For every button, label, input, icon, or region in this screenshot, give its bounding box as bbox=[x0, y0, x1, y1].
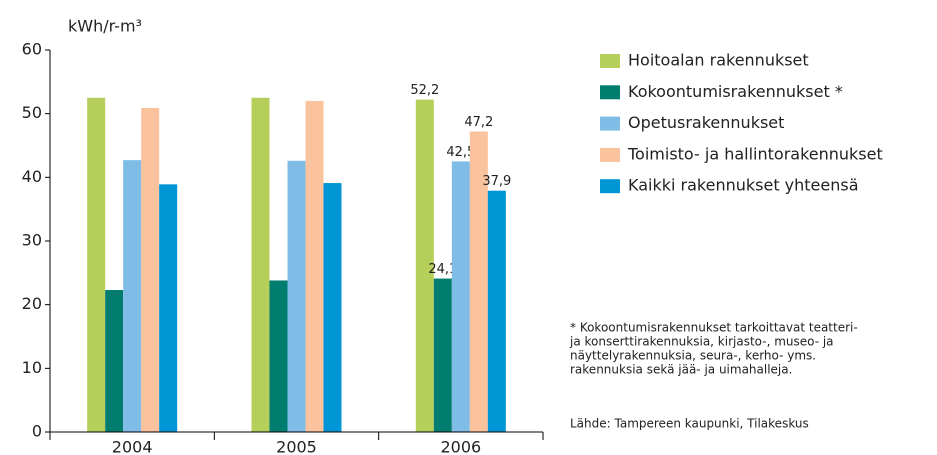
footnote: ja konserttirakennuksia, kirjasto-, muse… bbox=[569, 335, 834, 349]
bar bbox=[251, 97, 270, 432]
legend-swatch bbox=[600, 116, 620, 131]
y-tick-label: 40 bbox=[22, 167, 42, 186]
y-tick-label: 30 bbox=[22, 231, 42, 250]
legend-label: Kaikki rakennukset yhteensä bbox=[628, 176, 859, 195]
y-axis-label: kWh/r-m³ bbox=[68, 17, 142, 36]
legend-label: Toimisto- ja hallintorakennukset bbox=[627, 144, 883, 163]
bar bbox=[123, 160, 142, 433]
source: Lähde: Tampereen kaupunki, Tilakeskus bbox=[570, 417, 809, 431]
bar bbox=[159, 184, 178, 432]
data-label: 24,1 bbox=[428, 262, 457, 277]
x-tick-label: 2005 bbox=[276, 438, 317, 455]
legend-swatch bbox=[600, 54, 620, 68]
legend-swatch bbox=[600, 147, 620, 162]
y-tick-label: 50 bbox=[22, 103, 42, 122]
legend-label: Hoitoalan rakennukset bbox=[628, 51, 809, 70]
y-tick-label: 10 bbox=[22, 358, 42, 377]
bar bbox=[141, 107, 160, 432]
data-label: 47,2 bbox=[464, 115, 493, 130]
bar bbox=[433, 278, 452, 432]
data-label: 52,2 bbox=[410, 83, 439, 98]
legend-label: Kokoontumisrakennukset * bbox=[628, 82, 843, 101]
bar bbox=[415, 99, 434, 432]
bar bbox=[87, 97, 106, 432]
x-tick-label: 2004 bbox=[112, 438, 153, 455]
bar bbox=[287, 160, 306, 432]
bar bbox=[487, 190, 506, 432]
footnote: rakennuksia sekä jää- ja uimahalleja. bbox=[570, 363, 792, 377]
bar bbox=[469, 131, 488, 432]
legend-swatch bbox=[600, 85, 620, 100]
bar bbox=[323, 183, 342, 432]
y-tick-label: 60 bbox=[22, 40, 42, 59]
y-tick-label: 0 bbox=[32, 422, 42, 441]
legend-label: Opetusrakennukset bbox=[628, 113, 784, 132]
footnote: näyttelyrakennuksia, seura-, kerho- yms. bbox=[570, 349, 816, 363]
data-label: 37,9 bbox=[482, 174, 511, 189]
x-tick-label: 2006 bbox=[440, 438, 481, 455]
data-label: 42,5 bbox=[446, 145, 475, 160]
legend-swatch bbox=[600, 179, 620, 194]
bar bbox=[305, 100, 324, 432]
bar bbox=[105, 290, 124, 432]
bar bbox=[451, 161, 470, 432]
bar bbox=[269, 280, 288, 432]
y-tick-label: 20 bbox=[22, 294, 42, 313]
footnote: * Kokoontumisrakennukset tarkoittavat te… bbox=[570, 321, 858, 335]
